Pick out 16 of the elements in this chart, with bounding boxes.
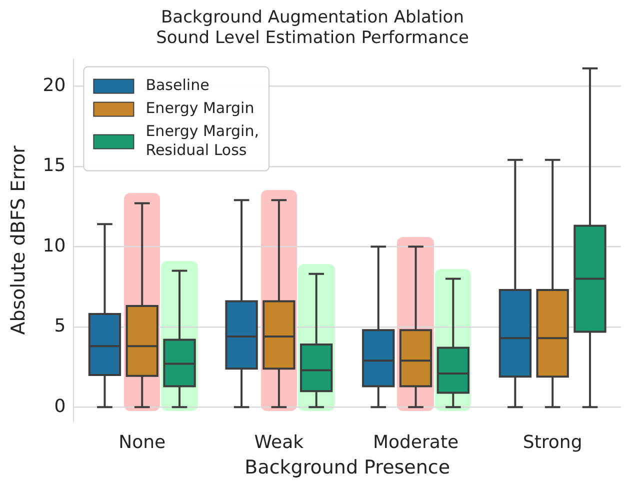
y-tick-label: 0 [54,396,66,417]
chart-subtitle: Sound Level Estimation Performance [156,28,469,48]
x-tick-label: Strong [522,432,582,454]
chart-title: Background Augmentation Ablation [161,8,464,28]
y-axis-title: Absolute dBFS Error [7,145,30,335]
x-tick-label: Weak [254,432,304,454]
y-tick-label: 5 [54,316,66,337]
x-tick-label: Moderate [372,432,459,454]
y-tick-label: 10 [42,235,66,256]
x-tick-label: None [118,432,166,454]
y-tick-label: 15 [42,155,66,176]
y-tick-label: 20 [42,74,66,96]
x-axis-title: Background Presence [244,456,450,479]
legend-label: Energy Margin [146,99,254,118]
legend-label: Baseline [146,76,210,94]
legend-label: Energy Margin, Residual Loss [146,122,259,160]
